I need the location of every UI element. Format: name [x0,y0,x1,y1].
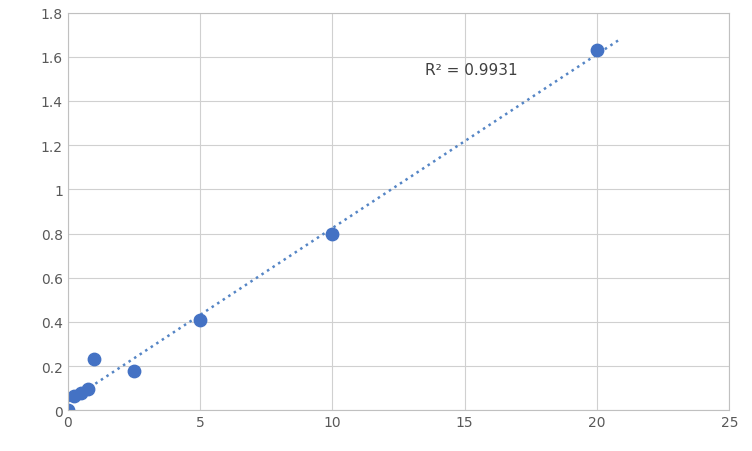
Point [81,386,93,393]
Point [128,367,140,374]
Point [88,356,100,364]
Point [68,392,80,400]
Point [62,407,74,414]
Point [591,47,603,55]
Point [194,317,206,324]
Text: R² = 0.9931: R² = 0.9931 [425,63,517,78]
Point [326,230,338,238]
Point [75,389,87,396]
